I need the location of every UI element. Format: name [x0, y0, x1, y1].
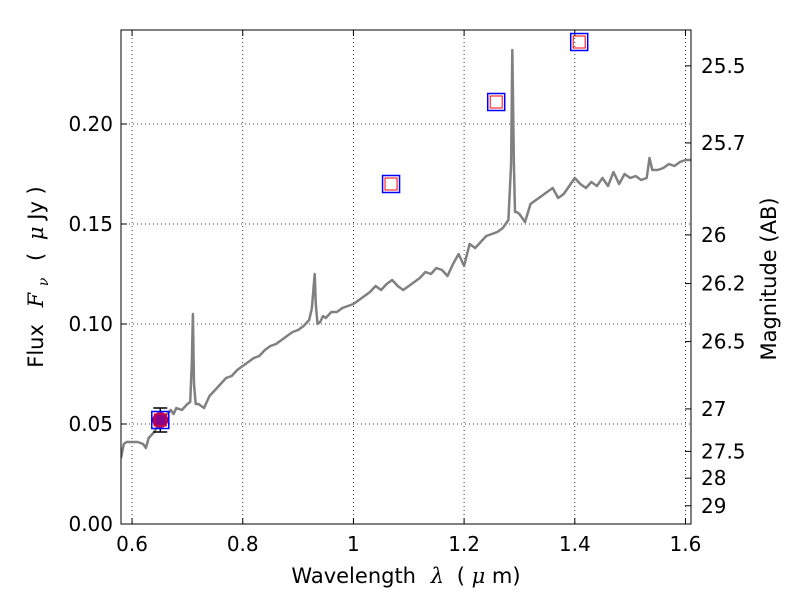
x-tick-label: 0.6: [116, 532, 148, 556]
tick-layer: 0.6 0.8 1 1.2 1.4 1.6 0.00 0.05 0.10 0.15 0.20 25.5…: [68, 30, 746, 556]
x-axis-label-unit-rest: m): [492, 564, 521, 588]
blue-square-marker: [569, 32, 589, 52]
x-axis-label: Wavelength λ ( μ m): [291, 564, 520, 588]
spectrum-line: [121, 48, 691, 459]
y2-axis-label: Magnitude (AB): [757, 197, 781, 360]
blue-square-marker: [486, 92, 506, 112]
y-axis-label-F: F: [24, 291, 48, 308]
y-tick-label: 0.15: [68, 212, 113, 236]
y-axis-label: Flux F ν ( μ Jy ): [24, 186, 53, 368]
x-tick-label: 1.4: [559, 532, 591, 556]
x-tick-label: 0.8: [227, 532, 259, 556]
y2-tick-label: 28: [701, 466, 726, 490]
red-square-marker: [153, 413, 167, 427]
x-axis-label-text: Wavelength: [291, 564, 416, 588]
y2-tick-label: 27: [701, 397, 726, 421]
y2-tick-label: 25.7: [701, 131, 746, 155]
red-square-marker: [384, 177, 398, 191]
y-axis-label-nu: ν: [36, 277, 52, 286]
x-tick-label: 1.2: [448, 532, 480, 556]
y2-tick-label: 27.5: [701, 439, 746, 463]
x-axis-label-unit-open: (: [457, 564, 465, 588]
blue-square-marker: [381, 174, 401, 194]
y-axis-label-text: Flux: [24, 324, 48, 368]
detection-point: [152, 412, 169, 428]
x-axis-label-unit-mu: μ: [472, 564, 486, 588]
y2-tick-label: 29: [701, 494, 726, 518]
plot-frame: [120, 29, 692, 525]
y2-tick-label: 26: [701, 223, 726, 247]
red-square-marker: [572, 35, 586, 49]
data-layer: [121, 48, 691, 459]
x-axis-label-lambda: λ: [430, 564, 444, 588]
y-axis-label-unit-mu: μ: [24, 226, 48, 240]
blue-square-marker: [151, 410, 170, 430]
y-tick-label: 0.05: [68, 412, 113, 436]
x-tick-label: 1: [347, 532, 360, 556]
y-tick-label: 0.20: [68, 112, 113, 136]
y-axis-label-unit-rest: Jy ): [24, 186, 48, 222]
y-axis-label-unit-open: (: [24, 253, 48, 261]
y2-tick-label: 26.5: [701, 330, 746, 354]
x-tick-label: 1.6: [670, 532, 702, 556]
y-tick-label: 0.00: [68, 512, 113, 536]
y2-tick-label: 26.2: [701, 272, 746, 296]
y2-tick-label: 25.5: [701, 54, 746, 78]
red-square-marker: [489, 95, 503, 109]
y-tick-label: 0.10: [68, 312, 113, 336]
